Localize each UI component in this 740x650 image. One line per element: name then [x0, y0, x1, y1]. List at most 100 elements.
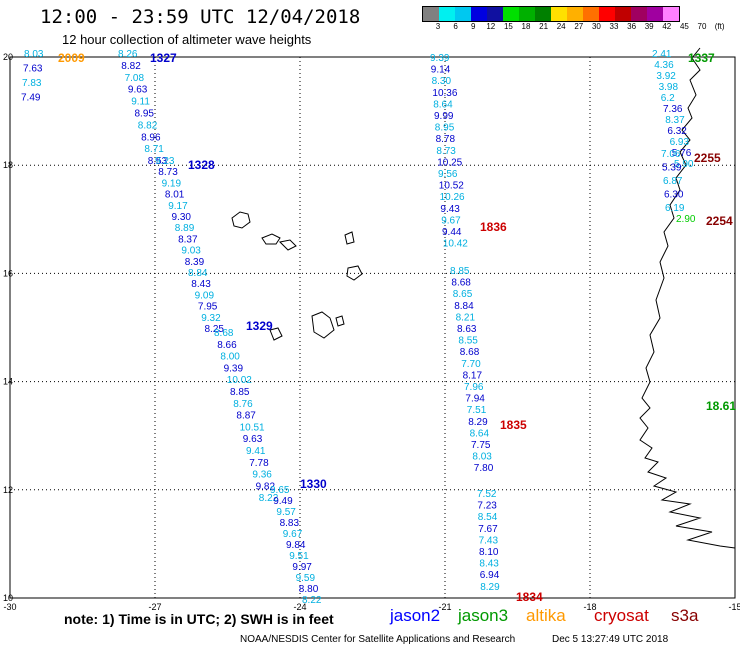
wave-height-value: 9.49: [273, 496, 293, 507]
x-tick-label: -24: [293, 602, 306, 612]
wave-height-value: 9.44: [442, 227, 462, 238]
wave-height-value: 6.93: [670, 137, 690, 148]
wave-height-value: 9.17: [168, 201, 188, 212]
wave-height-value: 8.83: [280, 518, 300, 529]
wave-height-value: 8.30: [432, 76, 452, 87]
scale-label: 9: [470, 22, 476, 31]
wave-height-value: 7.75: [471, 440, 491, 451]
wave-height-value: 9.63: [128, 85, 148, 96]
legend-jason3: jason3: [458, 606, 509, 625]
y-tick-label: 10: [3, 593, 13, 603]
pass-labels: 2009 1327 1328 1329 1330 1836 1835 1834 1337 2255…: [58, 51, 736, 604]
wave-height-value: 6.94: [480, 570, 500, 581]
wave-height-value: 9.57: [276, 507, 296, 518]
wave-height-value: 5.39: [662, 163, 682, 174]
scale-label: (ft): [714, 22, 725, 31]
wave-height-value: 6.2: [661, 93, 675, 104]
wave-height-value: 8.80: [299, 584, 319, 595]
island-sal: [278, 239, 297, 251]
wave-height-value: 9.19: [162, 178, 182, 189]
wave-height-value: 8.00: [220, 352, 240, 363]
scale-label: 36: [627, 22, 637, 31]
wave-height-value: 9.23: [155, 156, 175, 167]
scale-swatch: [663, 7, 679, 21]
wave-height-value: 7.78: [249, 458, 269, 469]
scale-label: 3: [435, 22, 441, 31]
wave-height-value: 7.23: [477, 501, 497, 512]
african-coastline: [639, 47, 736, 549]
wave-height-value: 8.84: [188, 268, 208, 279]
wave-height-value: 7.43: [479, 535, 499, 546]
pass-label: 2009: [58, 51, 85, 65]
scale-swatch: [439, 7, 455, 21]
wave-height-value: 8.22: [302, 595, 322, 606]
wave-height-value: 9.39: [430, 53, 450, 64]
wave-height-value: 9.99: [434, 111, 454, 122]
wave-height-value: 10.51: [240, 422, 265, 433]
island-santo-antao: [231, 211, 251, 229]
pass-label: 1329: [246, 319, 273, 333]
wave-height-value: 8.53: [148, 156, 168, 167]
scale-label: 42: [662, 22, 672, 31]
wave-height-value: 10.25: [437, 157, 462, 168]
wave-height-value: 8.26: [118, 49, 138, 60]
wave-height-value: 9.97: [292, 562, 312, 573]
y-tick-label: 20: [3, 52, 13, 62]
scale-swatch: [599, 7, 615, 21]
island-sao-nicolau: [261, 233, 281, 245]
wave-height-value: 9.43: [440, 204, 460, 215]
island-boa-vista: [344, 231, 355, 245]
wave-height-value: 8.87: [236, 411, 256, 422]
map-subtitle: 12 hour collection of altimeter wave hei…: [62, 32, 312, 47]
wave-height-value: 8.82: [138, 120, 158, 131]
wave-height-value: 8.73: [158, 167, 178, 178]
wave-height-value: 9.09: [195, 290, 215, 301]
wave-height-value: 8.64: [433, 99, 453, 110]
scale-label: 15: [503, 22, 513, 31]
scale-swatch: [487, 7, 503, 21]
scale-swatch: [647, 7, 663, 21]
wave-height-value: 9.11: [131, 97, 150, 108]
scale-swatch: [503, 7, 519, 21]
wave-height-value: 8.01: [165, 190, 185, 201]
legend-altika: altika: [526, 606, 566, 625]
wave-height-value: 10.42: [443, 239, 468, 250]
legend-cryosat: cryosat: [594, 606, 649, 625]
pass-label: 1835: [500, 418, 527, 432]
island-brava: [335, 315, 345, 327]
wave-height-value: 9.82: [256, 481, 276, 492]
scale-label: 45: [679, 22, 689, 31]
wave-height-value: 10.52: [439, 181, 464, 192]
wave-height-value: 8.66: [217, 340, 237, 351]
wave-height-value: 7.52: [477, 489, 497, 500]
wave-height-value: 8.68: [460, 347, 480, 358]
color-scale-labels: 3 6 9 12 15 18 21 24 27 30 33 36 39 42 45 70 (ft): [422, 22, 740, 34]
wave-height-value: 8.95: [435, 123, 455, 134]
wave-height-value: 3.98: [659, 82, 679, 93]
wave-height-value: 9.41: [246, 446, 266, 457]
wave-height-value: 8.71: [144, 144, 164, 155]
wave-height-value: 8.68: [451, 278, 471, 289]
wave-height-value: 8.37: [665, 115, 685, 126]
scale-swatch: [631, 7, 647, 21]
x-tick-label: -27: [148, 602, 161, 612]
wave-height-value: 7.51: [467, 405, 487, 416]
pass-label: 1328: [188, 158, 215, 172]
wave-height-value: 8.17: [463, 370, 483, 381]
pass-label: 1327: [150, 51, 177, 65]
wave-height-value: 6.30: [664, 190, 684, 201]
wave-height-value: 8.76: [233, 399, 253, 410]
wave-height-value: 8.43: [191, 279, 211, 290]
map-grid: -30 -27 -24 -21 -18 -15 20 18 16 14 12 10: [3, 52, 740, 612]
wave-height-value: 8.39: [185, 257, 205, 268]
scale-swatch: [423, 7, 439, 21]
wave-height-value: 8.63: [457, 324, 477, 335]
wave-height-value: 6.87: [663, 176, 683, 187]
island-fogo: [269, 327, 283, 341]
color-scale-bar: [422, 6, 680, 22]
wave-height-value: 2.90: [676, 214, 696, 225]
scale-swatch: [551, 7, 567, 21]
wave-height-value: 9.63: [243, 434, 263, 445]
wave-height-value: 8.55: [458, 336, 478, 347]
